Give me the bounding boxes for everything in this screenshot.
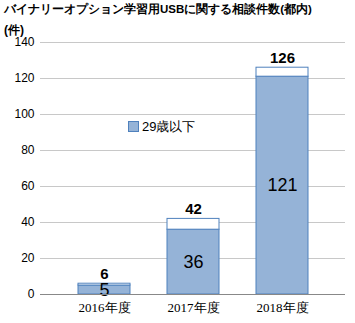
svg-text:6: 6 <box>100 265 108 282</box>
svg-text:40: 40 <box>21 215 35 229</box>
svg-text:2018年度: 2018年度 <box>257 300 309 315</box>
svg-text:5: 5 <box>99 280 109 300</box>
svg-text:42: 42 <box>185 200 202 217</box>
html-text:29歳以下: 29歳以下 <box>142 118 196 134</box>
svg-text:126: 126 <box>270 49 295 66</box>
svg-text:121: 121 <box>267 175 297 195</box>
svg-text:140: 140 <box>14 35 34 49</box>
svg-text:2016年度: 2016年度 <box>79 300 131 315</box>
svg-text:0: 0 <box>28 287 35 301</box>
svg-text:100: 100 <box>14 107 34 121</box>
svg-text:80: 80 <box>21 143 35 157</box>
svg-text:120: 120 <box>14 71 34 85</box>
html-text:バイナリーオプション学習用USBに関する相談件数(都内): バイナリーオプション学習用USBに関する相談件数(都内) <box>4 3 312 15</box>
svg-text:20: 20 <box>21 251 35 265</box>
svg-text:36: 36 <box>183 252 203 272</box>
svg-text:60: 60 <box>21 179 35 193</box>
html-text:(件): (件) <box>4 23 24 37</box>
svg-text:2017年度: 2017年度 <box>168 300 220 315</box>
